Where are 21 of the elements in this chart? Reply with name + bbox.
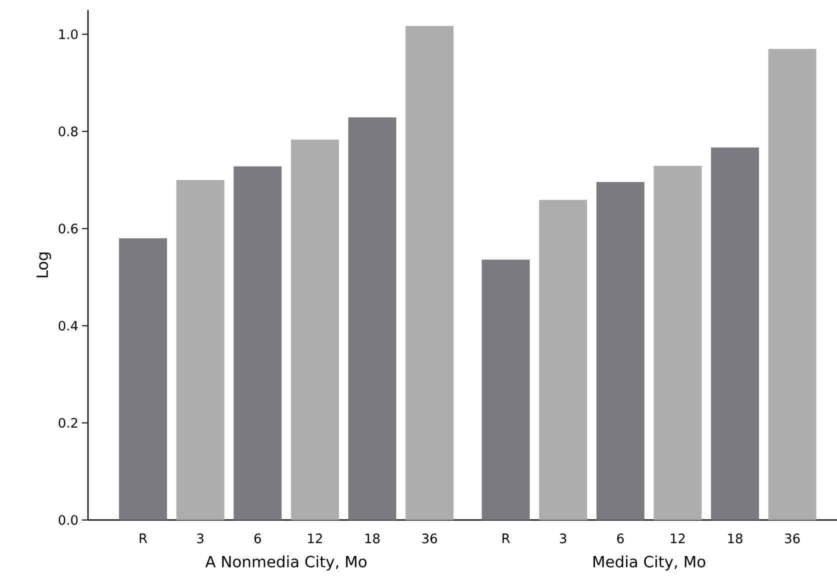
x-tick-label: 12 (670, 534, 685, 544)
y-tick-label: 0.8 (58, 126, 78, 136)
text: A Nonmedia City, Mo (205, 556, 366, 570)
text: Media City, Mo (593, 556, 706, 570)
x-tick-label: 18 (728, 534, 742, 544)
y-tick-label: 0.2 (58, 418, 78, 428)
x-tick-label: 18 (365, 534, 380, 544)
y-tick-label: 0.0 (58, 515, 78, 525)
x-tick-label: 36 (785, 534, 800, 544)
x-tick-label: 12 (308, 534, 322, 544)
x-tick-label: 6 (617, 534, 624, 544)
x-tick-label: 3 (560, 534, 566, 544)
x-tick-label: R (140, 534, 148, 543)
x-tick-label: 6 (254, 534, 261, 544)
x-tick-label: 36 (422, 534, 437, 544)
x-tick-label: 3 (197, 534, 204, 544)
x-tick-label: R (502, 534, 510, 543)
y-axis-title: Log (36, 252, 52, 278)
y-tick-label: 1.0 (59, 29, 78, 40)
y-tick-label: 0.4 (58, 320, 78, 331)
y-tick-label: 0.6 (58, 224, 78, 234)
